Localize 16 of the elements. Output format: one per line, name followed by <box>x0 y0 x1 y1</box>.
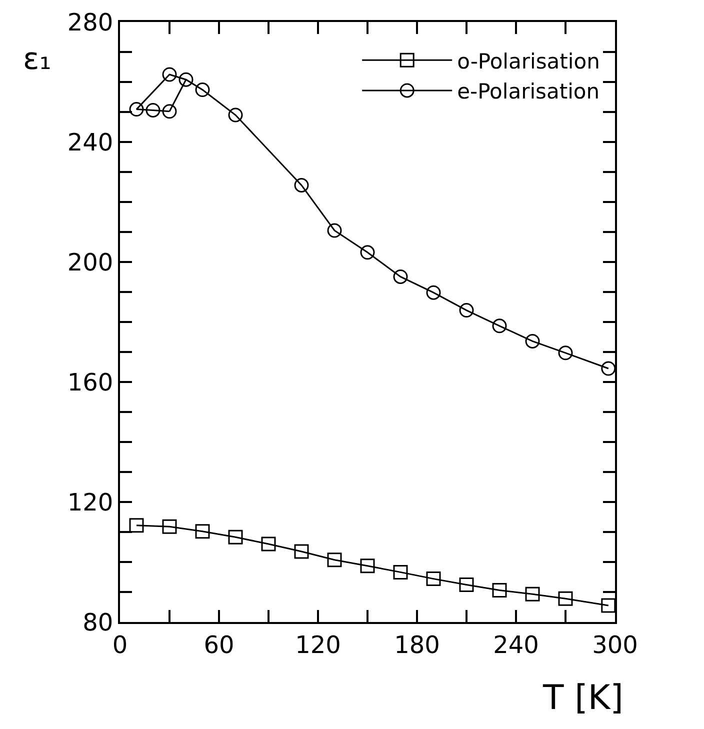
x-tick-label: 240 <box>493 630 539 659</box>
legend-label: e-Polarisation <box>457 80 600 104</box>
y-tick-label: 280 <box>67 8 114 36</box>
x-tick-label: 300 <box>592 630 638 659</box>
x-tick-label: 120 <box>295 630 341 659</box>
x-tick-label: 180 <box>394 630 440 659</box>
y-tick-label: 240 <box>67 128 114 156</box>
x-tick-label: 60 <box>204 630 234 659</box>
x-tick-label: 0 <box>112 630 128 659</box>
x-axis-title: T [K] <box>542 678 624 718</box>
y-tick-label: 160 <box>67 368 114 396</box>
y-tick-label: 200 <box>67 248 114 276</box>
y-axis-title: ε₁ <box>23 42 52 77</box>
y-tick-label: 80 <box>82 608 114 636</box>
y-tick-label: 120 <box>67 488 114 516</box>
legend-label: o-Polarisation <box>457 49 600 74</box>
